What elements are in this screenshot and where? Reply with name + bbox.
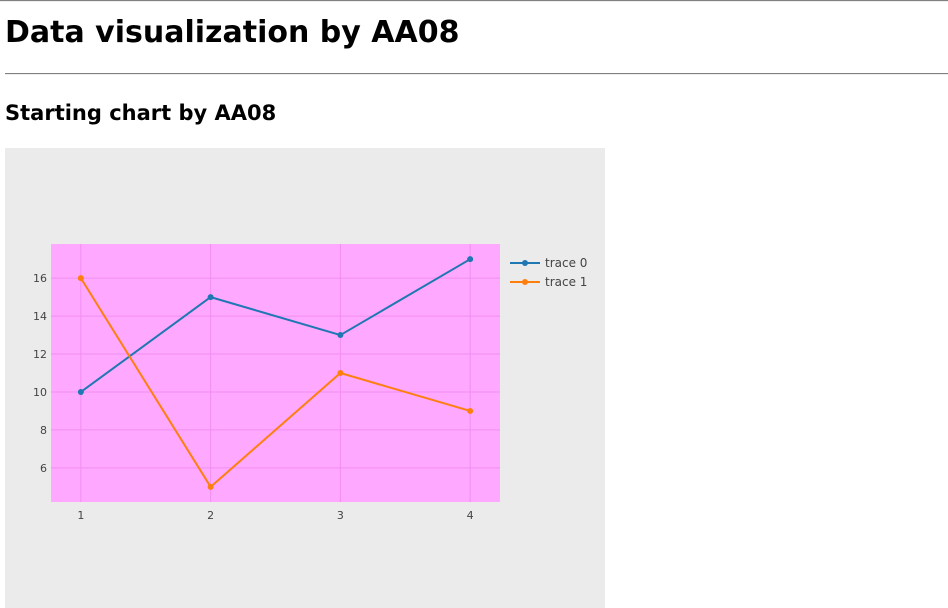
legend-item[interactable]: trace 0 [510,256,587,270]
series-1 [77,275,474,490]
page-title: Data visualization by AA08 [5,15,460,50]
series-line [80,258,471,393]
top-divider [0,0,948,2]
data-point[interactable] [467,407,474,414]
data-point[interactable] [207,294,214,301]
legend-label: trace 0 [545,256,587,270]
y-tick-label: 10 [33,386,47,399]
x-tick-label: 2 [207,509,214,522]
x-tick-label: 3 [337,509,344,522]
data-point[interactable] [337,370,344,376]
y-axis-ticks: 6 8 10 12 14 16 [33,272,47,475]
legend[interactable]: trace 0 trace 1 [510,256,587,289]
y-tick-label: 12 [33,348,47,361]
legend-label: trace 1 [545,275,587,289]
data-point[interactable] [467,256,474,263]
data-point[interactable] [337,332,344,339]
legend-marker [522,260,528,266]
section-title: Starting chart by AA08 [5,101,277,125]
legend-marker [522,279,528,285]
data-point[interactable] [207,483,214,490]
y-tick-label: 16 [33,272,47,285]
title-divider [5,73,948,75]
y-tick-label: 8 [40,424,47,437]
data-point[interactable] [77,388,84,395]
series-layer [77,256,474,490]
data-point[interactable] [77,275,84,282]
x-tick-label: 4 [467,509,474,522]
x-tick-label: 1 [77,509,84,522]
plot-area-background [51,244,500,502]
y-tick-label: 6 [40,462,47,475]
series-line [79,277,471,488]
series-0 [77,256,474,395]
x-axis-ticks: 1 2 3 4 [77,509,473,522]
y-tick-label: 14 [33,310,47,323]
legend-item[interactable]: trace 1 [510,275,587,289]
